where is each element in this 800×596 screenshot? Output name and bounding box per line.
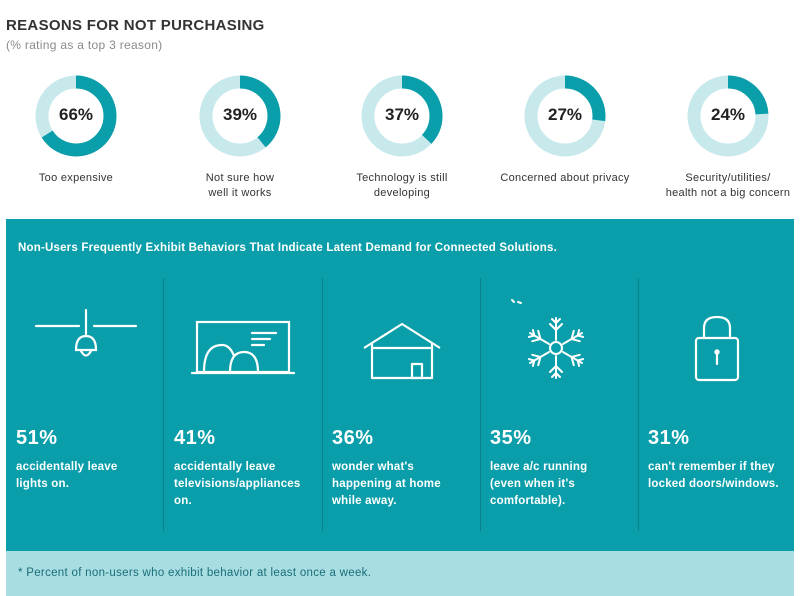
- donut-category-label: Technology is still developing: [356, 172, 448, 199]
- donut-value-label: 27%: [547, 105, 583, 124]
- behavior-value: 51%: [16, 427, 58, 449]
- donut-slice: [524, 75, 606, 157]
- footnote-bar: * Percent of non-users who exhibit behav…: [6, 551, 794, 596]
- donut-slice: [361, 75, 443, 157]
- column-divider: [163, 278, 164, 531]
- behavior-value: 41%: [174, 427, 216, 449]
- donut-category-label: Too expensive: [38, 172, 114, 184]
- column-divider: [638, 278, 639, 531]
- behavior-text: wonder what's happening at home while aw…: [332, 461, 441, 507]
- behavior-value: 31%: [648, 427, 690, 449]
- panel-heading: Non-Users Frequently Exhibit Behaviors T…: [18, 242, 557, 254]
- donut-category-label: Concerned about privacy: [500, 172, 630, 184]
- donut-chart: [199, 75, 281, 157]
- behaviors-panel: Non-Users Frequently Exhibit Behaviors T…: [6, 219, 794, 551]
- donut-value-label: 39%: [222, 105, 258, 124]
- behavior-value: 36%: [332, 427, 374, 449]
- ceiling-light-icon: [34, 308, 138, 357]
- television-icon: [190, 320, 296, 375]
- donut-value-label: 24%: [710, 105, 746, 124]
- behavior-text: can't remember if they locked doors/wind…: [648, 461, 779, 490]
- donut-slice: [199, 75, 281, 157]
- donut-chart: [524, 75, 606, 157]
- donut-category-label: Security/utilities/ health not a big con…: [665, 172, 791, 199]
- column-divider: [322, 278, 323, 531]
- donut-category-label: Not sure how well it works: [205, 172, 275, 199]
- donut-value-label: 37%: [384, 105, 420, 124]
- behavior-value: 35%: [490, 427, 532, 449]
- behavior-text: accidentally leave lights on.: [16, 461, 118, 490]
- donut-chart: [687, 75, 769, 157]
- donut-slice: [35, 75, 117, 157]
- column-divider: [480, 278, 481, 531]
- donut-chart: [35, 75, 117, 157]
- page-title: REASONS FOR NOT PURCHASING: [6, 17, 265, 34]
- donut-charts: 66% Too expensive 39% Not sure how well it …: [0, 0, 800, 210]
- donut-value-label: 66%: [58, 105, 94, 124]
- donut-chart: [361, 75, 443, 157]
- padlock-icon: [694, 315, 740, 382]
- behavior-text: leave a/c running (even when it's comfor…: [490, 461, 588, 507]
- donut-slice: [687, 75, 769, 157]
- snowflake-icon: [511, 299, 586, 379]
- page-subtitle: (% rating as a top 3 reason): [6, 38, 163, 52]
- house-icon: [363, 322, 441, 380]
- footnote: * Percent of non-users who exhibit behav…: [18, 567, 372, 579]
- behavior-text: accidentally leave televisions/appliance…: [174, 461, 301, 507]
